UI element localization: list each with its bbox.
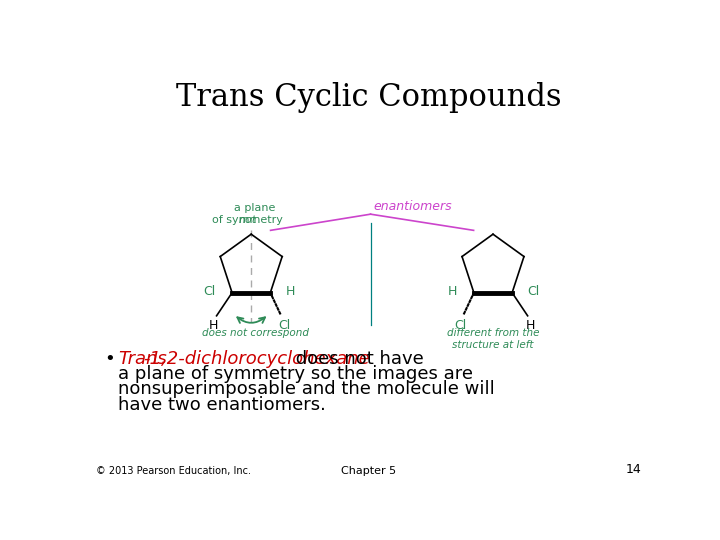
Text: 14: 14 [626, 463, 642, 476]
FancyArrowPatch shape [238, 318, 265, 323]
Text: have two enantiomers.: have two enantiomers. [118, 396, 325, 414]
Text: does not correspond: does not correspond [202, 328, 309, 338]
Text: H: H [286, 285, 295, 298]
Text: H: H [447, 285, 456, 298]
Text: different from the
structure at left: different from the structure at left [446, 328, 539, 350]
Text: nonsuperimposable and the molecule will: nonsuperimposable and the molecule will [118, 381, 495, 399]
Text: Chapter 5: Chapter 5 [341, 466, 397, 476]
Text: does not have: does not have [290, 350, 423, 368]
Text: Cl: Cl [454, 319, 466, 332]
Text: Cl: Cl [203, 285, 215, 298]
Text: Cl: Cl [278, 319, 290, 332]
Text: a plane
of symmetry: a plane of symmetry [212, 204, 283, 225]
Text: not: not [238, 215, 256, 225]
Text: Trans: Trans [118, 350, 166, 368]
Text: enantiomers: enantiomers [374, 200, 452, 213]
Text: H: H [526, 319, 536, 332]
Text: Cl: Cl [528, 285, 540, 298]
Text: Trans Cyclic Compounds: Trans Cyclic Compounds [176, 82, 562, 113]
Text: -1,2-dichlorocyclohexane: -1,2-dichlorocyclohexane [143, 350, 369, 368]
Text: a plane of symmetry so the images are: a plane of symmetry so the images are [118, 365, 473, 383]
Text: H: H [209, 319, 218, 332]
Text: •: • [104, 350, 114, 368]
Text: © 2013 Pearson Education, Inc.: © 2013 Pearson Education, Inc. [96, 466, 251, 476]
